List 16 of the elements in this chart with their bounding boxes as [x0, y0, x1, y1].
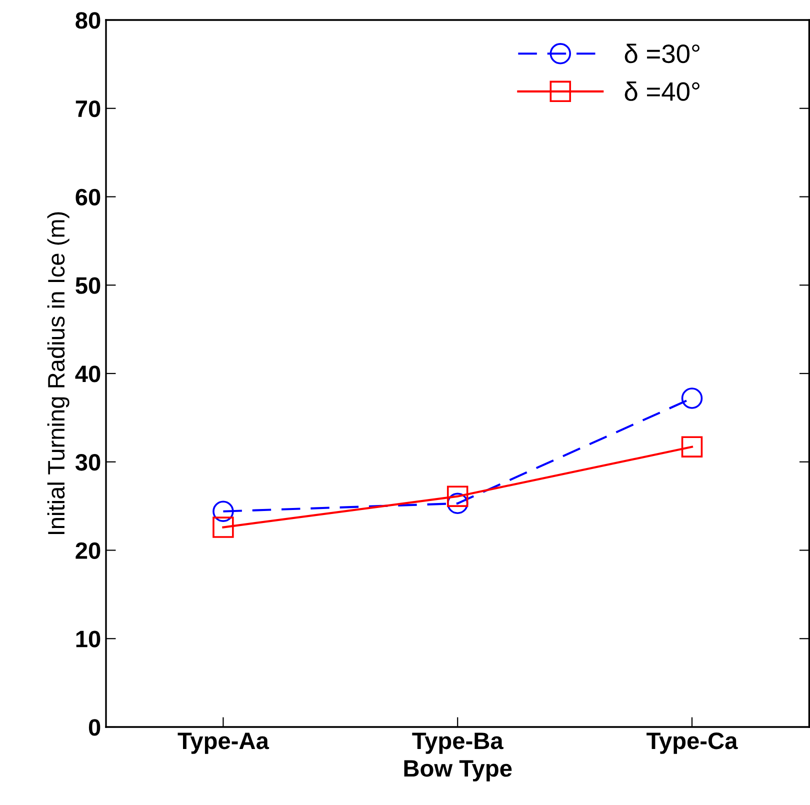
- legend-label: δ =30°: [624, 44, 700, 64]
- x-tick-label: Type-Ba: [412, 732, 504, 754]
- legend-label: δ =40°: [624, 82, 700, 101]
- y-tick-label: 70: [76, 100, 100, 118]
- y-axis-title: Initial Turning Radius in Ice (m): [47, 212, 70, 534]
- y-tick-label: 60: [76, 188, 100, 206]
- x-tick-label: Type-Ca: [646, 732, 738, 754]
- x-tick-label: Type-Aa: [178, 732, 270, 754]
- y-tick-label: 30: [75, 454, 100, 471]
- y-tick-label: 0: [88, 719, 100, 736]
- y-tick-label: 10: [76, 630, 100, 648]
- y-tick-label: 50: [76, 277, 100, 294]
- x-axis-title: Bow Type: [404, 760, 512, 782]
- y-tick-label: 80: [76, 12, 100, 29]
- y-tick-label: 20: [76, 542, 100, 560]
- y-tick-label: 40: [75, 366, 100, 382]
